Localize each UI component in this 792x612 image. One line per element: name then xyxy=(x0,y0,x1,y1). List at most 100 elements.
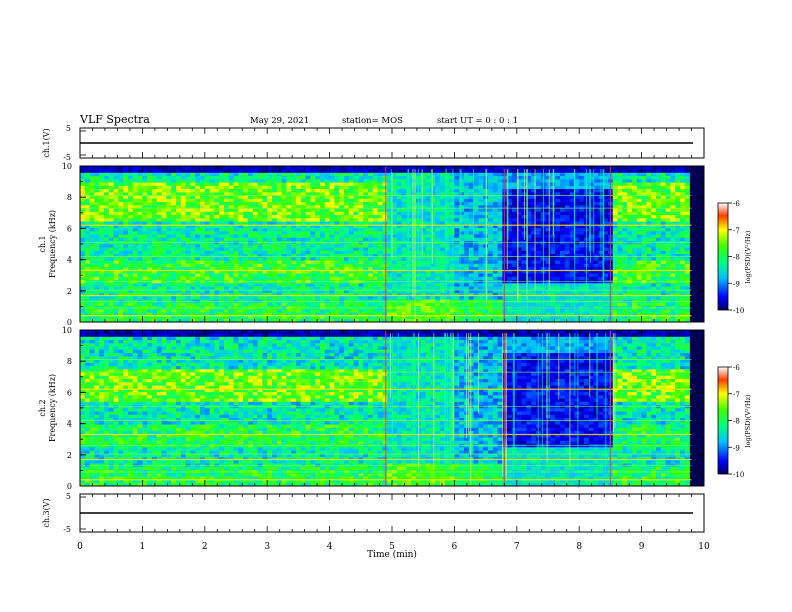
spectrogram-cell xyxy=(560,231,566,235)
spectrogram-cell xyxy=(228,198,234,203)
spectrogram-cell xyxy=(502,234,508,238)
spectrogram-cell xyxy=(468,250,474,255)
spectrogram-cell xyxy=(228,260,234,264)
spectrogram-cell xyxy=(488,253,494,258)
spectrogram-cell xyxy=(257,253,263,258)
spectrogram-cell xyxy=(363,266,369,271)
spectrogram-cell xyxy=(310,305,316,310)
spectrogram-cell xyxy=(440,244,446,248)
spectrogram-cell xyxy=(132,208,138,212)
spectrogram-cell xyxy=(382,192,388,196)
spectrogram-cell xyxy=(123,172,129,177)
spectrogram-cell xyxy=(166,182,172,186)
spectrogram-cell xyxy=(464,244,470,248)
spectrogram-cell xyxy=(420,224,426,229)
spectrogram-cell xyxy=(267,172,273,177)
spectrogram-cell xyxy=(123,309,129,313)
spectrogram-cell xyxy=(464,188,470,193)
spectrogram-cell xyxy=(344,299,350,303)
spectrogram-cell xyxy=(257,182,263,186)
spectrogram-cell xyxy=(392,292,398,297)
spectrogram-cell xyxy=(286,175,292,180)
spectrogram-cell xyxy=(166,305,172,310)
spectrogram-cell xyxy=(478,214,484,219)
spectrogram-cell xyxy=(440,266,446,271)
spectrogram-cell xyxy=(281,257,287,261)
spectrogram-cell xyxy=(185,315,191,320)
spectrogram-cell xyxy=(531,195,537,199)
spectrogram-cell xyxy=(190,201,196,206)
spectrogram-cell xyxy=(147,296,153,300)
spectrogram-cell xyxy=(200,192,206,196)
spectrogram-cell xyxy=(324,309,330,313)
spectrogram-cell xyxy=(190,231,196,235)
spectrogram-cell xyxy=(296,270,302,274)
spectrogram-cell xyxy=(550,318,556,323)
spectrogram-cell xyxy=(531,286,537,290)
spectrogram-cell xyxy=(200,166,206,170)
spectrogram-cell xyxy=(449,227,455,232)
spectrogram-cell xyxy=(478,201,484,206)
spectrogram-cell xyxy=(353,237,359,242)
spectrogram-cell xyxy=(94,263,100,268)
spectrogram-cell xyxy=(190,312,196,316)
spectrogram-cell xyxy=(396,266,402,271)
spectrogram-cell xyxy=(296,253,302,258)
spectrogram-cell xyxy=(219,224,225,229)
spectrogram-cell xyxy=(516,286,522,290)
spectrogram-cell xyxy=(435,224,441,229)
spectrogram-cell xyxy=(339,270,345,274)
spectrogram-cell xyxy=(257,195,263,199)
spectrogram-cell xyxy=(545,309,551,313)
spectrogram-cell xyxy=(315,237,321,242)
spectrogram-cell xyxy=(320,253,326,258)
spectrogram-cell xyxy=(348,182,354,186)
spectrogram-cell xyxy=(449,244,455,248)
spectrogram-cell xyxy=(305,312,311,316)
spectrogram-cell xyxy=(473,257,479,261)
spectrogram-cell xyxy=(204,188,210,193)
spectrogram-cell xyxy=(224,263,230,268)
spectrogram-cell xyxy=(238,244,244,248)
spectrogram-cell xyxy=(531,179,537,183)
spectrogram-cell xyxy=(560,276,566,281)
spectrogram-cell xyxy=(497,296,503,300)
spectrogram-cell xyxy=(200,169,206,173)
spectrogram-cell xyxy=(224,312,230,316)
spectrogram-cell xyxy=(372,231,378,235)
spectrogram-cell xyxy=(449,247,455,251)
spectrogram-cell xyxy=(449,172,455,177)
spectrogram-cell xyxy=(392,244,398,248)
spectrogram-cell xyxy=(512,185,518,190)
spectrogram-cell xyxy=(324,286,330,290)
spectrogram-cell xyxy=(180,315,186,320)
spectrogram-cell xyxy=(272,270,278,274)
spectrogram-cell xyxy=(190,247,196,251)
spectrogram-cell xyxy=(425,201,431,206)
spectrogram-cell xyxy=(281,244,287,248)
spectrogram-cell xyxy=(545,292,551,297)
spectrogram-cell xyxy=(536,244,542,248)
spectrogram-cell xyxy=(219,263,225,268)
spectrogram-cell xyxy=(128,218,134,222)
spectrogram-cell xyxy=(531,305,537,310)
spectrogram-cell xyxy=(502,250,508,255)
spectrogram-cell xyxy=(420,289,426,294)
spectrogram-cell xyxy=(387,201,393,206)
spectrogram-cell xyxy=(560,247,566,251)
spectrogram-cell xyxy=(281,198,287,203)
spectrogram-cell xyxy=(252,237,258,242)
spectrogram-cell xyxy=(454,182,460,186)
spectrogram-cell xyxy=(286,257,292,261)
spectrogram-cell xyxy=(320,231,326,235)
figure-title: VLF Spectra xyxy=(79,113,150,126)
spectrogram-cell xyxy=(526,224,532,229)
spectrogram-cell xyxy=(435,172,441,177)
spectrogram-cell xyxy=(315,218,321,222)
spectrogram-cell xyxy=(401,286,407,290)
spectrogram-cell xyxy=(464,224,470,229)
spectrogram-cell xyxy=(468,182,474,186)
spectrogram-cell xyxy=(104,315,110,320)
spectrogram-cell xyxy=(492,195,498,199)
spectrogram-cell xyxy=(267,192,273,196)
